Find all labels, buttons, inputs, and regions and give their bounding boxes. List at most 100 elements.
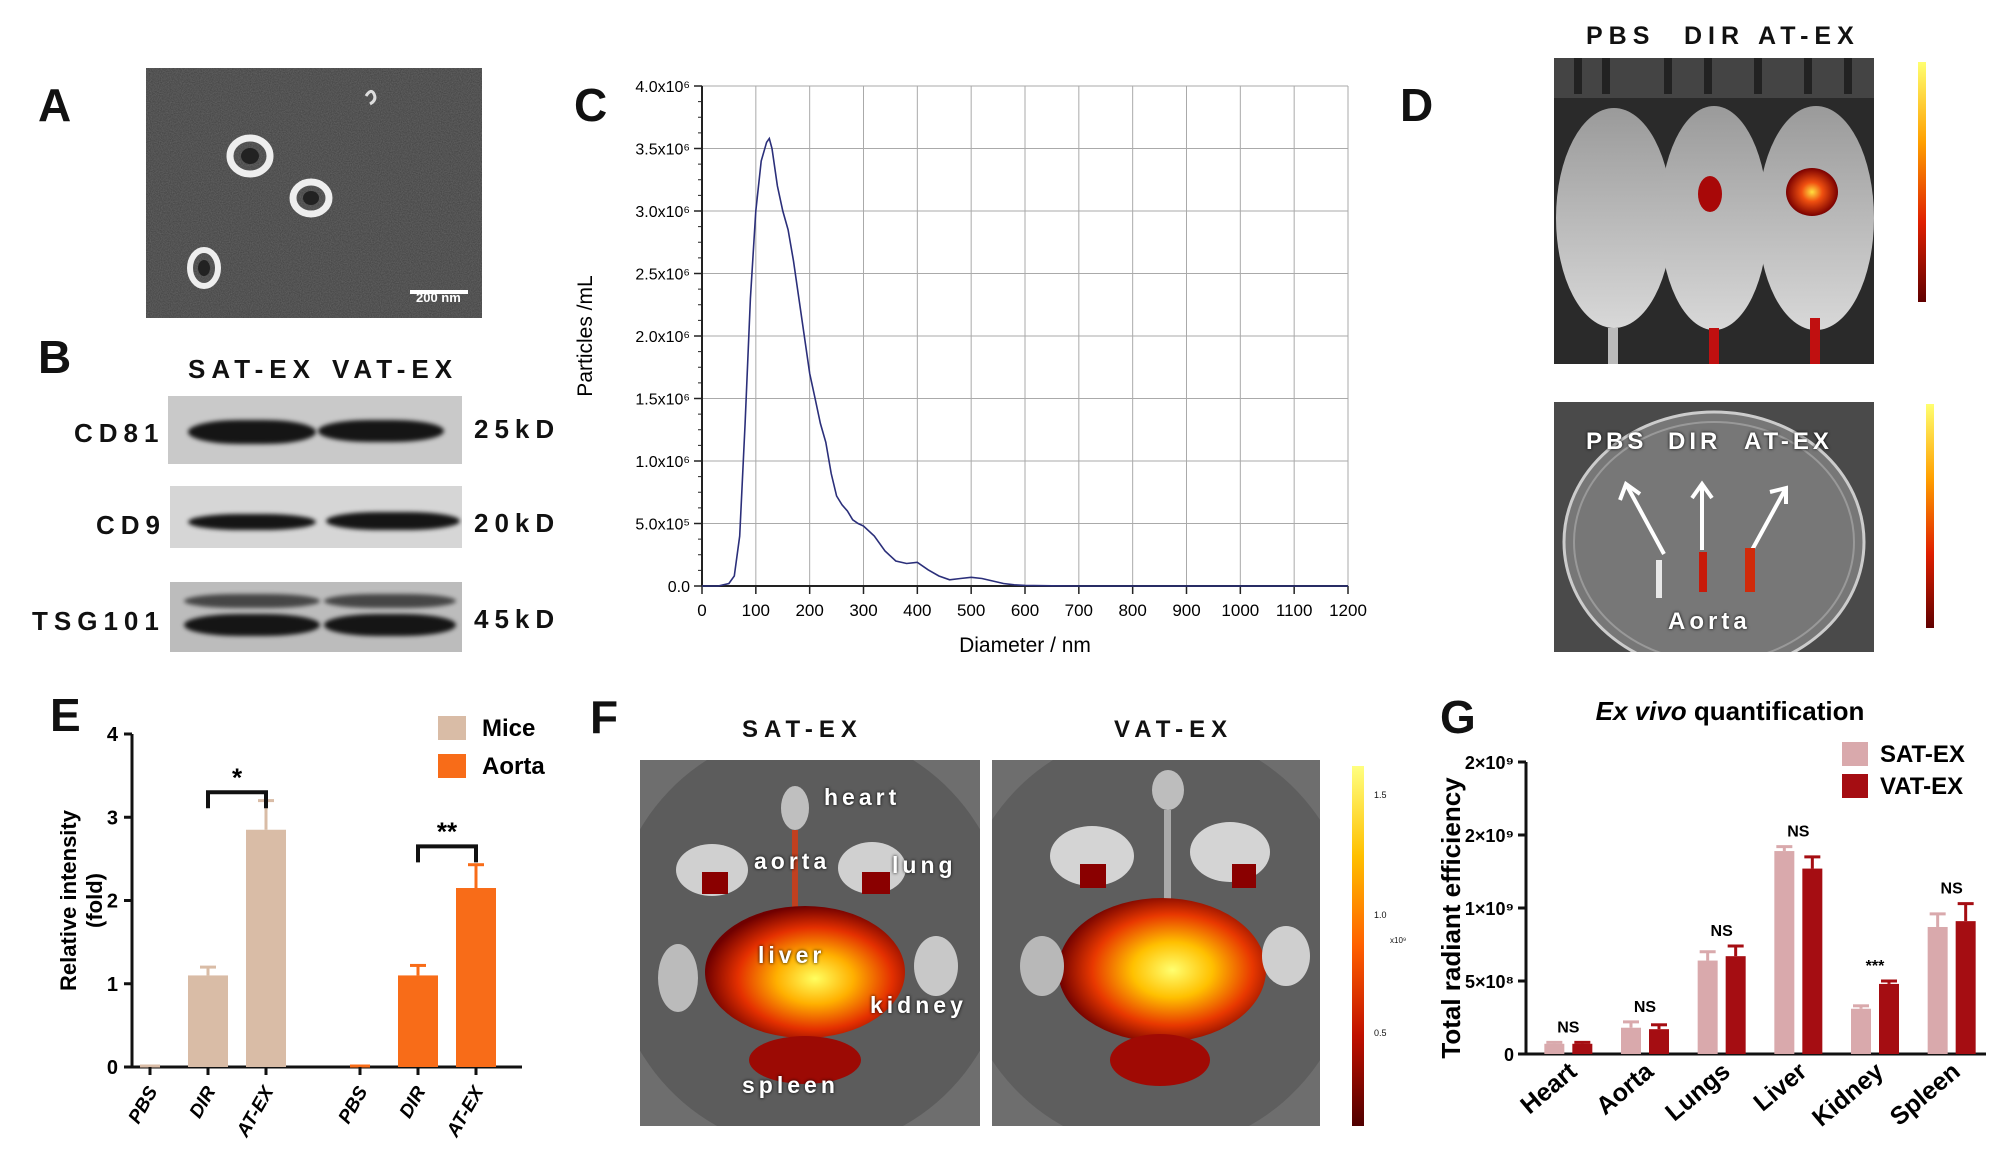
panel-d-letter: D (1400, 79, 1434, 131)
y-axis-label: Relative intensity (56, 809, 81, 991)
x-tick-label: 1200 (1329, 601, 1367, 620)
bar (1621, 1027, 1641, 1054)
blot-size-20kd: 20kD (474, 508, 561, 538)
x-tick-label: PBS (125, 1083, 163, 1128)
aorta-caption: Aorta (1668, 608, 1751, 635)
bar (1851, 1008, 1871, 1054)
x-tick-label: DIR (186, 1083, 221, 1122)
organ-lung-left (676, 844, 748, 896)
mice-label-pbs: PBS (1586, 22, 1656, 50)
legend-label: SAT-EX (1880, 741, 1965, 768)
bar (1649, 1029, 1669, 1054)
band (318, 420, 444, 442)
y-tick-label: 0 (107, 1057, 118, 1079)
aorta-pbs (1656, 560, 1662, 598)
tem-micrograph: 200 nm (146, 68, 482, 318)
organ-spleen (1110, 1034, 1210, 1086)
blot-row-cd81: CD81 (74, 418, 165, 448)
colorbar-unit: x10⁹ (1390, 936, 1407, 945)
y-tick-label: 4 (107, 724, 119, 746)
blot-size-45kd: 45kD (474, 604, 561, 634)
organ-aorta (792, 830, 798, 920)
legend-swatch (1842, 774, 1868, 798)
organ-kidney-right (1262, 926, 1310, 986)
organ-label-aorta: aorta (754, 848, 831, 874)
x-tick-label: 100 (742, 601, 770, 620)
x-tick-label: Spleen (1885, 1057, 1966, 1131)
band (184, 594, 320, 608)
organ-kidney-right (914, 936, 958, 996)
nta-size-chart: 0 100 200 300 400 500 600 700 800 900 1000 1100 1200… (574, 79, 1367, 657)
x-tick-label: 900 (1172, 601, 1200, 620)
organ-lung-right (1190, 822, 1270, 882)
organs-title-sat-ex: SAT-EX (742, 716, 863, 743)
colorbar-tick-0-5: 0.5 (1374, 1028, 1387, 1038)
aorta-label-dir: DIR (1668, 428, 1722, 455)
band (188, 514, 316, 530)
blot-cd9 (170, 486, 462, 548)
colorbar-aorta (1926, 404, 1934, 628)
organ-aorta (1164, 810, 1171, 920)
significance-label: NS (1557, 1019, 1580, 1036)
organs-vat-ex-svg (992, 760, 1320, 1126)
significance-label: NS (1634, 999, 1657, 1016)
colorbar-mice (1918, 62, 1926, 302)
organ-lung-left (1050, 826, 1134, 886)
organ-liver (1058, 898, 1266, 1042)
bar (1774, 851, 1795, 1054)
bar (1879, 983, 1899, 1054)
y-tick-label: 1 (107, 974, 118, 996)
exosome-3 (187, 247, 221, 289)
panel-c-letter: C (574, 79, 608, 131)
y-axis-label: Total radiant efficiency (1436, 777, 1466, 1059)
y-tick-label: 5×10⁸ (1465, 972, 1514, 992)
x-tick-label: Liver (1748, 1057, 1812, 1117)
exosome-1 (226, 134, 274, 178)
mice-ivis-image (1554, 58, 1874, 364)
bar (1544, 1043, 1565, 1054)
colorbar-tick-1-5: 1.5 (1374, 790, 1387, 800)
significance-label: * (232, 762, 243, 792)
y-tick-label: 3.5x10⁶ (635, 142, 690, 159)
legend-label: Mice (482, 715, 535, 742)
panel-f-letter: F (590, 691, 619, 743)
exosome-2 (289, 178, 333, 218)
x-tick-label: 400 (903, 601, 931, 620)
x-tick-label: 500 (957, 601, 985, 620)
organs-sat-ex-svg (640, 760, 980, 1126)
y-tick-label: 3 (107, 807, 118, 829)
organ-liver (705, 906, 905, 1038)
organ-spleen (749, 1036, 861, 1084)
x-tick-label: 700 (1065, 601, 1093, 620)
y-tick-label: 2.5x10⁶ (635, 267, 690, 284)
x-tick-label: Lungs (1660, 1057, 1735, 1127)
bar (1725, 956, 1746, 1054)
x-tick-label: 800 (1118, 601, 1146, 620)
blot-tsg101 (170, 582, 462, 652)
y-tick-label: 2 (107, 891, 118, 913)
bar (1927, 926, 1948, 1054)
mice-label-at-ex: AT-EX (1758, 22, 1860, 50)
tem-micrograph-svg (146, 68, 482, 318)
bar (1572, 1043, 1593, 1054)
significance-bracket (416, 844, 478, 863)
bar (246, 829, 286, 1067)
panel-e-letter: E (50, 689, 81, 741)
band (324, 614, 456, 636)
signal-at-ex (1786, 168, 1838, 216)
colorbar-tick-1-0: 1.0 (1374, 910, 1387, 920)
organ-heart (1152, 770, 1184, 810)
aorta-dir (1699, 552, 1707, 592)
x-axis-label: Diameter / nm (959, 634, 1091, 657)
x-tick-label: 1000 (1221, 601, 1259, 620)
aorta-ivis-image (1554, 402, 1874, 652)
y-axis-label-unit: (fold) (82, 873, 107, 928)
x-tick-label: 0 (697, 601, 706, 620)
blot-row-tsg101: TSG101 (32, 606, 165, 636)
mouse-at-ex (1758, 106, 1874, 330)
legend-label: Aorta (482, 753, 545, 780)
band (326, 512, 460, 530)
series-line (702, 136, 1348, 587)
bar (1802, 868, 1823, 1054)
legend-swatch (438, 716, 466, 740)
